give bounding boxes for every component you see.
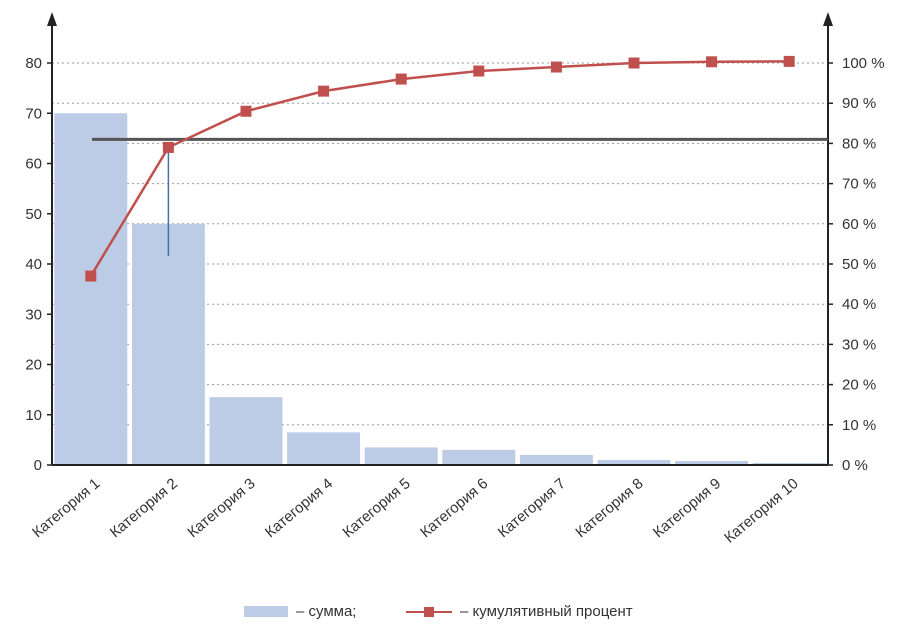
cumulative-point	[473, 65, 485, 77]
left-tick-label: 80	[25, 55, 42, 72]
left-axis-ticks: 0 10 20 30 40 50 60 70 80	[25, 55, 52, 474]
right-tick-label: 100 %	[842, 55, 885, 72]
right-tick-label: 60 %	[842, 216, 876, 233]
right-tick-label: 90 %	[842, 95, 876, 112]
cumulative-point	[240, 105, 252, 117]
bar	[287, 432, 361, 465]
bar	[752, 462, 826, 465]
x-tick-label: Категория 10	[721, 475, 802, 547]
cumulative-point	[783, 55, 795, 67]
left-axis-arrow-icon	[47, 12, 57, 26]
bar	[364, 447, 438, 465]
right-axis-arrow-icon	[823, 12, 833, 26]
left-tick-label: 50	[25, 206, 42, 223]
legend-bar-swatch	[244, 606, 288, 617]
cumulative-point	[395, 73, 407, 85]
x-axis-labels: Категория 1 Категория 2 Категория 3 Категор…	[29, 475, 802, 547]
left-tick-label: 70	[25, 105, 42, 122]
right-tick-label: 80 %	[842, 135, 876, 152]
axes	[47, 12, 833, 466]
bar	[675, 460, 749, 465]
cumulative-line	[85, 55, 795, 282]
left-tick-label: 10	[25, 407, 42, 424]
right-tick-label: 30 %	[842, 336, 876, 353]
legend-line-label: – кумулятивный процент	[460, 603, 633, 620]
left-tick-label: 0	[34, 457, 42, 474]
x-tick-label: Категория 6	[417, 475, 491, 541]
bar	[519, 454, 593, 465]
cumulative-point	[628, 57, 640, 69]
right-tick-label: 40 %	[842, 296, 876, 313]
x-tick-label: Категория 5	[340, 475, 414, 541]
x-tick-label: Категория 3	[184, 475, 258, 541]
cumulative-point	[318, 85, 330, 97]
bars	[54, 113, 826, 465]
right-tick-label: 20 %	[842, 377, 876, 394]
right-axis-ticks: 0 % 10 % 20 % 30 % 40 % 50 % 60 % 70 % 80 % 90 % 1…	[828, 55, 885, 474]
x-tick-label: Категория 9	[650, 475, 724, 541]
right-tick-label: 10 %	[842, 417, 876, 434]
x-tick-label: Категория 2	[107, 475, 181, 541]
x-tick-label: Категория 4	[262, 475, 336, 541]
legend-bar-label: – сумма;	[296, 603, 356, 620]
right-tick-label: 50 %	[842, 256, 876, 273]
cumulative-point	[706, 56, 718, 68]
bar	[597, 459, 671, 465]
cumulative-polyline	[89, 60, 790, 277]
left-tick-label: 40	[25, 256, 42, 273]
left-tick-label: 20	[25, 357, 42, 374]
bar	[54, 113, 128, 465]
legend-line-marker	[424, 607, 434, 617]
right-tick-label: 0 %	[842, 457, 868, 474]
bar	[209, 397, 283, 465]
x-tick-label: Категория 7	[495, 475, 569, 541]
cumulative-point	[162, 141, 174, 153]
x-tick-label: Категория 1	[29, 475, 103, 541]
cumulative-point	[550, 61, 562, 73]
x-tick-label: Категория 8	[572, 475, 646, 541]
legend: – сумма; – кумулятивный процент	[244, 603, 633, 620]
bar	[442, 449, 516, 465]
bar	[131, 223, 205, 465]
right-tick-label: 70 %	[842, 176, 876, 193]
cumulative-point	[85, 270, 97, 282]
left-tick-label: 30	[25, 306, 42, 323]
left-tick-label: 60	[25, 156, 42, 173]
